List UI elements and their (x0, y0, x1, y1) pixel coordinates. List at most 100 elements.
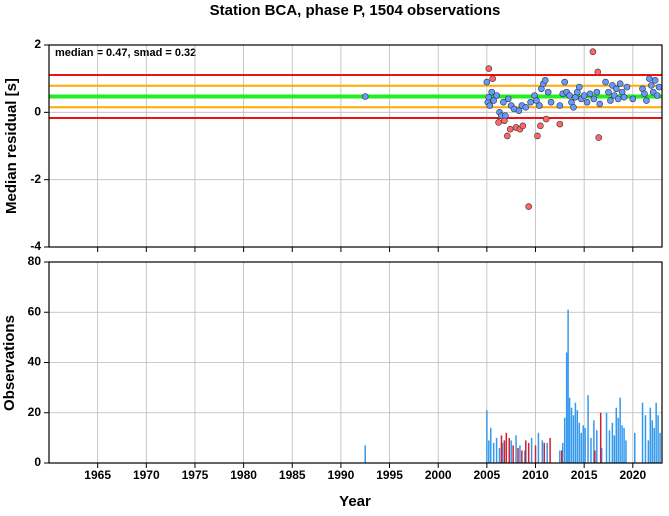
point (501, 117, 508, 125)
bar (500, 435, 503, 463)
point (556, 120, 564, 128)
point (488, 88, 496, 96)
point (580, 92, 588, 99)
point (522, 103, 530, 111)
bar (512, 445, 514, 463)
y-tick-label: 60 (28, 304, 42, 318)
bar (543, 442, 546, 463)
bar (587, 395, 589, 463)
point (566, 92, 573, 99)
x-tick-label: 1985 (279, 468, 306, 482)
bar (644, 415, 647, 463)
y-tick-label: -2 (30, 172, 41, 186)
bar (505, 432, 508, 463)
bar (546, 442, 548, 463)
bar (562, 442, 564, 463)
point (653, 92, 661, 99)
point (602, 78, 609, 86)
point (595, 134, 603, 141)
point (575, 83, 583, 91)
bar (565, 352, 568, 463)
y-tick-label: 20 (28, 405, 42, 419)
point (556, 102, 564, 109)
point (647, 82, 655, 89)
point (643, 97, 650, 104)
point (533, 97, 540, 104)
x-tick-label: 1965 (84, 468, 111, 482)
point (612, 85, 620, 93)
point (519, 122, 527, 130)
bar (657, 415, 659, 463)
point (594, 68, 602, 76)
point (493, 92, 500, 99)
bar (498, 447, 501, 463)
bar (590, 437, 592, 463)
bar (615, 407, 618, 463)
bar (605, 412, 608, 463)
bar (617, 417, 619, 463)
bar (530, 437, 533, 463)
point (515, 107, 523, 114)
bar (641, 402, 644, 463)
bar (561, 450, 563, 463)
point (486, 102, 494, 109)
bar (593, 420, 595, 463)
x-tick-label: 2005 (474, 468, 501, 482)
x-tick-label: 1970 (133, 468, 160, 482)
x-tick-label: 1975 (182, 468, 209, 482)
bar (559, 450, 561, 463)
point (646, 75, 653, 82)
y-tick-label: -4 (30, 239, 41, 253)
bar (364, 445, 366, 463)
bar (600, 447, 603, 463)
x-tick-label: 1990 (328, 468, 355, 482)
point (525, 203, 532, 210)
bar (596, 430, 598, 463)
bar (608, 430, 611, 463)
y-tick-label: 40 (28, 355, 42, 369)
y-tick-label: 0 (34, 105, 41, 119)
bar (653, 427, 655, 463)
y-axis-label: Median residual [s] (3, 78, 20, 214)
point (536, 102, 543, 109)
bar (647, 440, 650, 463)
bar (570, 407, 573, 463)
point (534, 132, 541, 140)
bar (510, 440, 512, 463)
bar (519, 445, 521, 463)
point (616, 80, 624, 88)
point (607, 97, 614, 104)
point (605, 88, 612, 96)
bar (515, 435, 517, 463)
bar (517, 447, 519, 463)
point (544, 88, 552, 96)
bar (649, 407, 652, 463)
bar (613, 435, 616, 463)
point (542, 115, 550, 123)
point (620, 93, 628, 101)
point (623, 83, 631, 91)
bar (525, 440, 527, 463)
bar (584, 427, 586, 463)
bar (621, 425, 623, 463)
bar (489, 427, 492, 463)
bar (619, 397, 621, 463)
bar (527, 442, 530, 463)
point (483, 78, 491, 86)
point (489, 75, 496, 82)
bar (568, 397, 571, 463)
x-tick-label: 2000 (425, 468, 452, 482)
bar (521, 450, 523, 463)
bar (563, 417, 566, 463)
point (504, 95, 512, 103)
bar (495, 437, 498, 463)
point (651, 77, 659, 84)
bar (524, 450, 526, 463)
bar (549, 437, 551, 463)
bar (582, 425, 584, 463)
plot-frame (48, 261, 663, 464)
plot-frame (48, 44, 663, 248)
point (361, 93, 369, 100)
bar (655, 402, 657, 463)
